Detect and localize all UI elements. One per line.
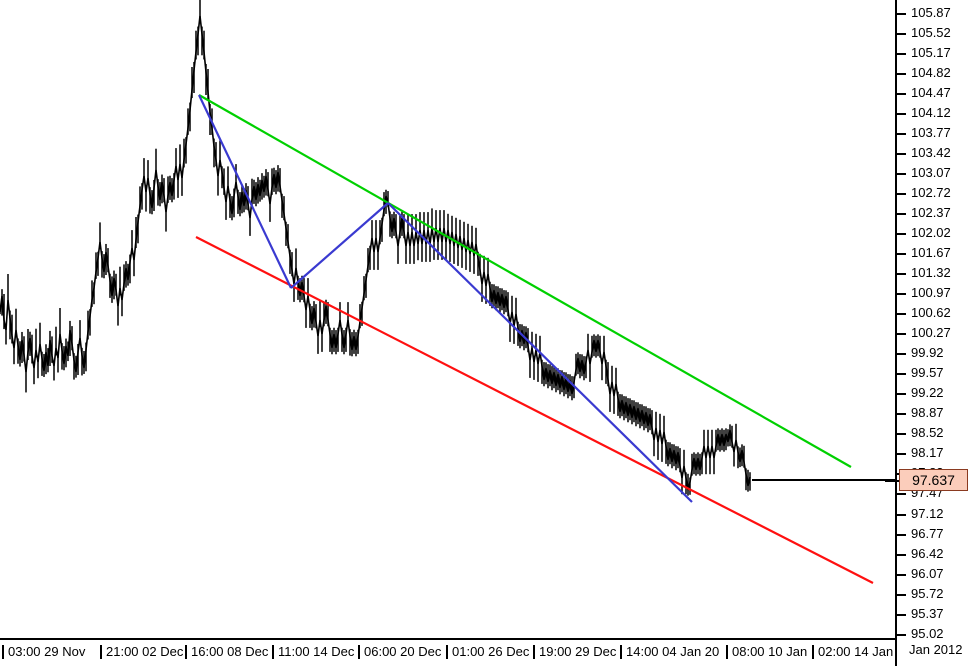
price-line (0, 15, 751, 491)
price-axis-tick (897, 433, 906, 436)
price-axis-label: 105.52 (911, 25, 951, 41)
price-axis-label: 105.17 (911, 45, 951, 61)
price-axis-tick (897, 453, 906, 456)
price-axis-label: 97.12 (911, 505, 944, 521)
price-axis-tick (897, 333, 906, 336)
price-axis-tick (897, 293, 906, 296)
price-axis-tick (897, 513, 906, 516)
price-axis-label: 100.62 (911, 305, 951, 321)
price-axis-label: 105.87 (911, 5, 951, 20)
price-axis-label: 99.22 (911, 385, 944, 401)
lower-support[interactable] (195, 236, 874, 584)
price-axis-label: 99.92 (911, 345, 944, 361)
price-axis-tick (897, 13, 906, 15)
price-axis-tick (897, 533, 906, 536)
axis-corner: Jan 2012 (895, 638, 974, 666)
upper-resistance[interactable] (198, 94, 852, 468)
price-axis-tick (897, 353, 906, 356)
price-axis-tick (897, 133, 906, 136)
price-axis-label: 101.67 (911, 245, 951, 261)
price-axis-tick (897, 413, 906, 416)
price-axis-tick (897, 573, 906, 576)
price-axis-label: 98.17 (911, 445, 944, 461)
price-axis-label: 104.12 (911, 105, 951, 121)
current-price-tick (885, 480, 899, 483)
price-axis-tick (897, 273, 906, 276)
price-axis-label: 96.07 (911, 565, 944, 581)
time-axis-label: 14:00 04 Jan 20 (620, 645, 720, 659)
price-axis-tick (897, 493, 906, 496)
chart-plot-area[interactable] (0, 0, 895, 638)
price-axis-tick (897, 553, 906, 556)
price-axis-label: 104.47 (911, 85, 951, 101)
time-axis[interactable]: 03:00 29 Nov 21:00 02 Dec 16:00 08 Dec 11:0… (0, 638, 895, 666)
price-axis[interactable]: 105.87 105.52 105.17 104.82 104.47 104.12 103.… (885, 0, 974, 641)
time-axis-label: 02:00 14 Jan (812, 645, 894, 659)
price-axis-tick (897, 53, 906, 56)
price-axis-label: 98.52 (911, 425, 944, 441)
price-axis-label: 100.97 (911, 285, 951, 301)
price-axis-tick (897, 393, 906, 396)
price-axis-tick (897, 153, 906, 156)
time-axis-label: 16:00 08 Dec (185, 645, 269, 659)
zigzag-down-1[interactable] (198, 94, 292, 289)
price-axis-tick (897, 93, 906, 96)
price-axis-tick (897, 633, 906, 636)
price-axis-label: 99.57 (911, 365, 944, 381)
time-axis-label: 06:00 20 Dec (358, 645, 442, 659)
price-series (0, 0, 751, 496)
time-axis-label: 01:00 26 Dec (446, 645, 530, 659)
price-axis-tick (897, 613, 906, 616)
price-axis-tick (897, 313, 906, 316)
price-axis-label: 103.77 (911, 125, 951, 141)
price-chart-svg (0, 0, 895, 584)
price-axis-label: 98.87 (911, 405, 944, 421)
price-axis-tick (897, 213, 906, 216)
price-axis-label: 103.42 (911, 145, 951, 161)
price-axis-tick (897, 233, 906, 236)
current-price-tag[interactable]: 97.637 (899, 469, 968, 492)
price-axis-label: 95.02 (911, 625, 944, 641)
price-axis-tick (897, 193, 906, 196)
axis-corner-label: Jan 2012 (909, 642, 963, 657)
trendlines-group (195, 94, 874, 584)
price-axis-tick (897, 253, 906, 256)
price-axis-tick (897, 33, 906, 36)
price-axis-label: 101.32 (911, 265, 951, 281)
price-axis-label: 95.37 (911, 605, 944, 621)
price-axis-tick (897, 593, 906, 596)
time-axis-label: 11:00 14 Dec (272, 645, 355, 659)
price-axis-label: 96.77 (911, 525, 944, 541)
price-axis-label: 102.72 (911, 185, 951, 201)
zigzag-down-2[interactable] (387, 202, 693, 503)
time-axis-label: 08:00 10 Jan (726, 645, 808, 659)
price-axis-label: 102.02 (911, 225, 951, 241)
zigzag-up-1[interactable] (290, 202, 389, 289)
price-axis-tick (897, 373, 906, 376)
price-axis-tick (897, 73, 906, 76)
price-axis-label: 102.37 (911, 205, 951, 221)
price-axis-label: 103.07 (911, 165, 951, 181)
price-axis-label: 100.27 (911, 325, 951, 341)
time-axis-label: 19:00 29 Dec (533, 645, 617, 659)
price-axis-label: 96.42 (911, 545, 944, 561)
time-axis-label: 21:00 02 Dec (100, 645, 184, 659)
time-axis-label: 03:00 29 Nov (2, 645, 86, 659)
price-axis-label: 104.82 (911, 65, 951, 81)
price-axis-tick (897, 173, 906, 176)
price-axis-tick (897, 113, 906, 116)
price-axis-label: 95.72 (911, 585, 944, 601)
